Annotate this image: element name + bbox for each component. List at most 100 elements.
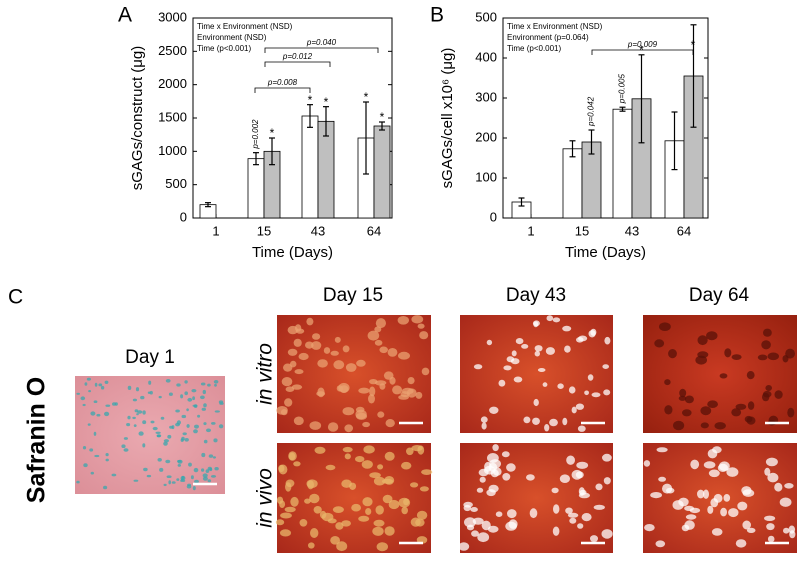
- cell: [785, 348, 795, 359]
- cell: [362, 497, 373, 507]
- cell: [362, 421, 370, 428]
- cell: [149, 390, 153, 395]
- cell: [398, 351, 410, 360]
- cell: [184, 380, 188, 384]
- cell: [194, 424, 199, 429]
- micrograph-bg: [277, 315, 431, 433]
- cell: [104, 380, 109, 384]
- cell: [167, 434, 172, 439]
- cell: [182, 432, 187, 436]
- cell: [89, 448, 94, 452]
- bar: [373, 125, 391, 219]
- day-label: Day 64: [689, 285, 750, 306]
- error-bar: [269, 137, 275, 166]
- cell: [532, 417, 540, 425]
- cell: [210, 475, 217, 478]
- x-tick-label: 1: [527, 223, 534, 238]
- cell: [214, 410, 220, 413]
- cell: [684, 520, 695, 530]
- cell: [309, 493, 320, 504]
- cell: [587, 374, 594, 381]
- cell: [685, 514, 697, 520]
- cell: [521, 344, 529, 349]
- cell: [719, 461, 730, 472]
- cell: [553, 504, 560, 514]
- cell: [355, 456, 365, 463]
- cell: [511, 350, 517, 357]
- cell: [80, 396, 86, 401]
- cell: [481, 520, 491, 531]
- cell: [398, 497, 411, 508]
- cell: [344, 453, 351, 460]
- cell: [341, 479, 352, 488]
- cell: [719, 373, 728, 379]
- cell: [712, 446, 722, 454]
- cell: [575, 403, 585, 410]
- cell: [333, 360, 345, 370]
- cell: [94, 382, 98, 387]
- cell: [742, 520, 751, 530]
- cell: [306, 317, 314, 326]
- cell: [764, 467, 771, 476]
- significance-bracket: [264, 47, 379, 53]
- cell: [767, 352, 779, 361]
- cell: [203, 422, 207, 426]
- cell: [98, 383, 103, 387]
- cell: [218, 400, 224, 404]
- cell: [190, 475, 194, 480]
- cell: [156, 434, 162, 438]
- cell: [278, 464, 288, 475]
- cell: [489, 459, 501, 469]
- x-tick-label: 64: [677, 223, 691, 238]
- cell: [377, 411, 385, 418]
- cell: [544, 424, 550, 432]
- cell: [152, 426, 158, 431]
- cell: [747, 401, 755, 410]
- cell: [581, 513, 592, 522]
- cell: [317, 359, 328, 368]
- cell: [284, 398, 293, 407]
- cell: [96, 413, 101, 417]
- cell: [140, 395, 145, 400]
- cell: [345, 363, 357, 372]
- cell: [201, 407, 206, 411]
- cell: [591, 392, 601, 398]
- cell: [379, 346, 389, 354]
- cell: [481, 422, 487, 430]
- cell: [643, 460, 651, 467]
- y-tick-label: 2000: [158, 76, 187, 91]
- cell: [682, 409, 692, 417]
- cell: [321, 512, 334, 522]
- cell: [284, 506, 296, 513]
- cell: [361, 460, 373, 469]
- cell: [577, 523, 584, 529]
- bar: [301, 115, 319, 219]
- cell: [384, 476, 395, 485]
- cell: [421, 367, 430, 376]
- cell: [697, 335, 708, 346]
- cell: [731, 408, 742, 417]
- y-tick-label: 100: [475, 169, 497, 184]
- cell: [783, 527, 790, 534]
- cell: [470, 507, 478, 512]
- cell: [187, 397, 193, 402]
- cell: [197, 414, 201, 418]
- cell: [111, 473, 117, 477]
- cell: [283, 363, 293, 372]
- cell: [480, 416, 488, 423]
- cell: [588, 330, 596, 338]
- cell: [334, 336, 341, 343]
- cell: [138, 431, 144, 436]
- cell: [206, 428, 211, 433]
- cell: [159, 467, 164, 472]
- cell: [93, 400, 98, 404]
- cell: [728, 508, 739, 518]
- cell: [763, 328, 772, 337]
- cell: [507, 509, 517, 519]
- cell: [700, 422, 709, 429]
- cell: [214, 383, 217, 387]
- cell: [177, 464, 181, 467]
- y-tick-label: 500: [475, 9, 497, 24]
- cell: [103, 485, 108, 490]
- cell: [308, 542, 315, 549]
